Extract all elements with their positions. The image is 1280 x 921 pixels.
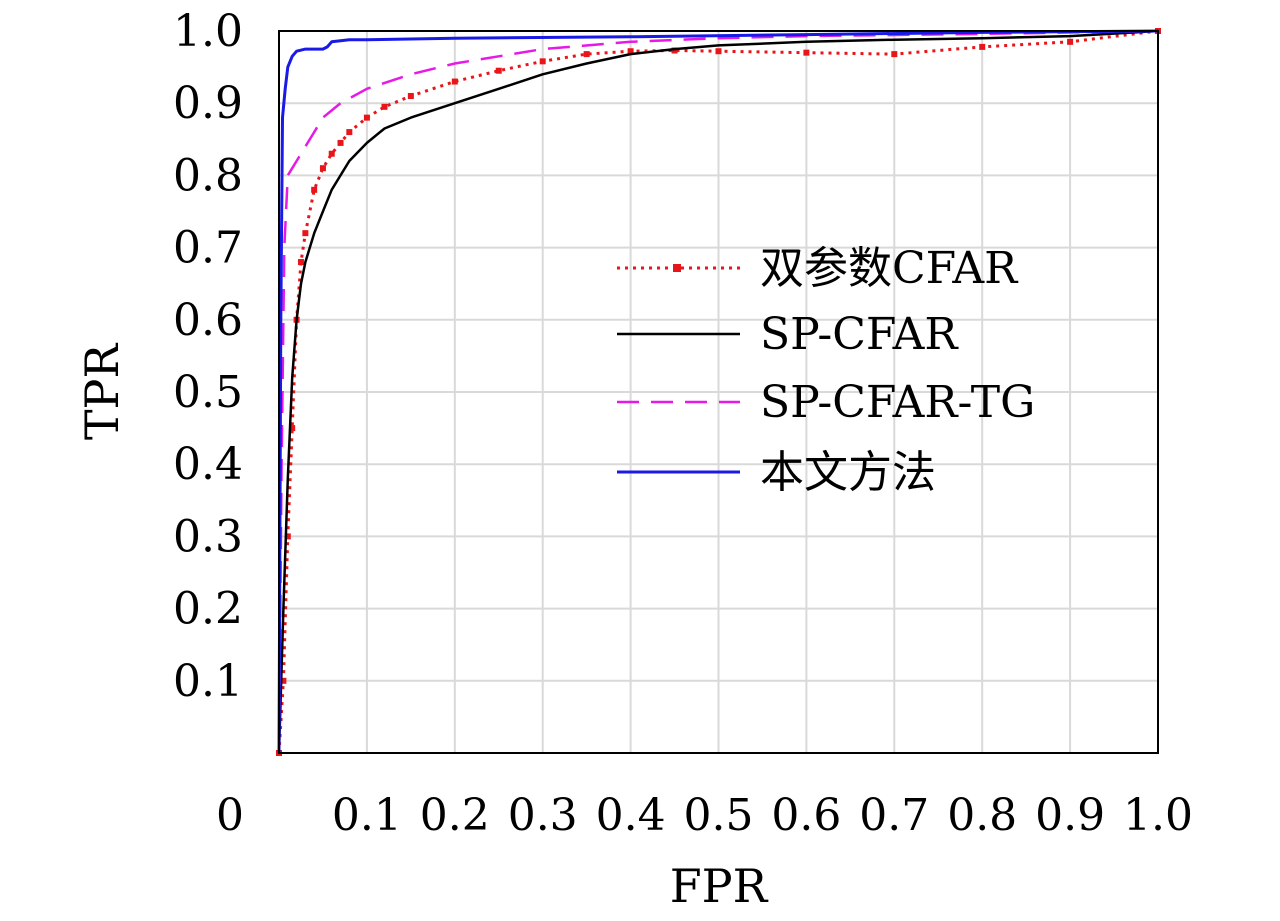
series-line-2 xyxy=(277,29,1159,754)
series-point-0 xyxy=(495,67,502,74)
y-tick-label: 0.9 xyxy=(173,78,243,129)
series-point-0 xyxy=(280,677,287,684)
series-point-0 xyxy=(346,129,353,136)
series-point-0 xyxy=(363,114,370,121)
plot-frame xyxy=(278,30,1159,754)
series-line-1 xyxy=(277,29,1159,754)
series-point-0 xyxy=(979,43,986,50)
series-point-0 xyxy=(289,425,296,432)
x-tick-label: 0.6 xyxy=(771,790,841,841)
y-axis-label: TPR xyxy=(75,343,129,441)
series-point-0 xyxy=(297,259,304,266)
y-tick-label: 0.3 xyxy=(173,511,243,562)
series-point-0 xyxy=(381,103,388,110)
grid-lines xyxy=(279,30,1159,753)
series-point-0 xyxy=(337,139,344,146)
y-tick-label: 0.1 xyxy=(173,656,243,707)
series-point-0 xyxy=(1067,38,1074,45)
y-tick-label: 0.2 xyxy=(173,584,243,635)
x-tick-label: 0.7 xyxy=(859,790,929,841)
x-tick-label: 0.8 xyxy=(947,790,1017,841)
y-tick-label: 0.7 xyxy=(173,223,243,274)
series-point-0 xyxy=(328,150,335,157)
y-tick-labels: 0.1 0.2 0.3 0.4 0.5 0.6 0.7 0.8 0.9 1.0 xyxy=(173,6,243,707)
x-tick-label: 0.5 xyxy=(684,790,754,841)
y-tick-label: 0.8 xyxy=(173,150,243,201)
y-tick-label: 0.6 xyxy=(173,295,243,346)
y-tick-label: 1.0 xyxy=(173,6,243,57)
series-point-0 xyxy=(671,47,678,54)
series-point-0 xyxy=(302,230,309,237)
x-tick-label: 0.9 xyxy=(1035,790,1105,841)
origin-label: 0 xyxy=(216,790,244,841)
series-point-0 xyxy=(583,51,590,58)
series-point-0 xyxy=(311,186,318,193)
series-point-0 xyxy=(539,58,546,65)
legend-label: 本文方法 xyxy=(760,447,936,498)
series-layer xyxy=(276,28,1161,756)
x-tick-label: 0.1 xyxy=(332,790,402,841)
y-tick-label: 0.4 xyxy=(173,439,243,490)
x-tick-labels: 0.1 0.2 0.3 0.4 0.5 0.6 0.7 0.8 0.9 1.0 xyxy=(332,790,1193,841)
series-point-0 xyxy=(627,48,634,55)
series-point-0 xyxy=(319,165,326,172)
series-point-0 xyxy=(284,533,291,540)
legend-label: 双参数CFAR xyxy=(760,243,1019,294)
x-tick-label: 1.0 xyxy=(1123,790,1193,841)
x-tick-label: 0.3 xyxy=(508,790,578,841)
series-point-0 xyxy=(451,78,458,85)
series-line-3 xyxy=(277,29,1159,754)
series-point-0 xyxy=(891,51,898,58)
legend-label: SP-CFAR-TG xyxy=(760,377,1035,428)
y-tick-label: 0.5 xyxy=(173,367,243,418)
x-tick-label: 0.4 xyxy=(596,790,666,841)
x-tick-label: 0.2 xyxy=(420,790,490,841)
series-point-0 xyxy=(407,92,414,99)
legend-label: SP-CFAR xyxy=(760,309,959,360)
legend: 双参数CFAR SP-CFAR SP-CFAR-TG 本文方法 xyxy=(617,243,1035,498)
series-point-0 xyxy=(715,48,722,55)
x-axis-label: FPR xyxy=(670,859,769,913)
legend-marker xyxy=(673,264,681,272)
series-point-0 xyxy=(803,49,810,56)
